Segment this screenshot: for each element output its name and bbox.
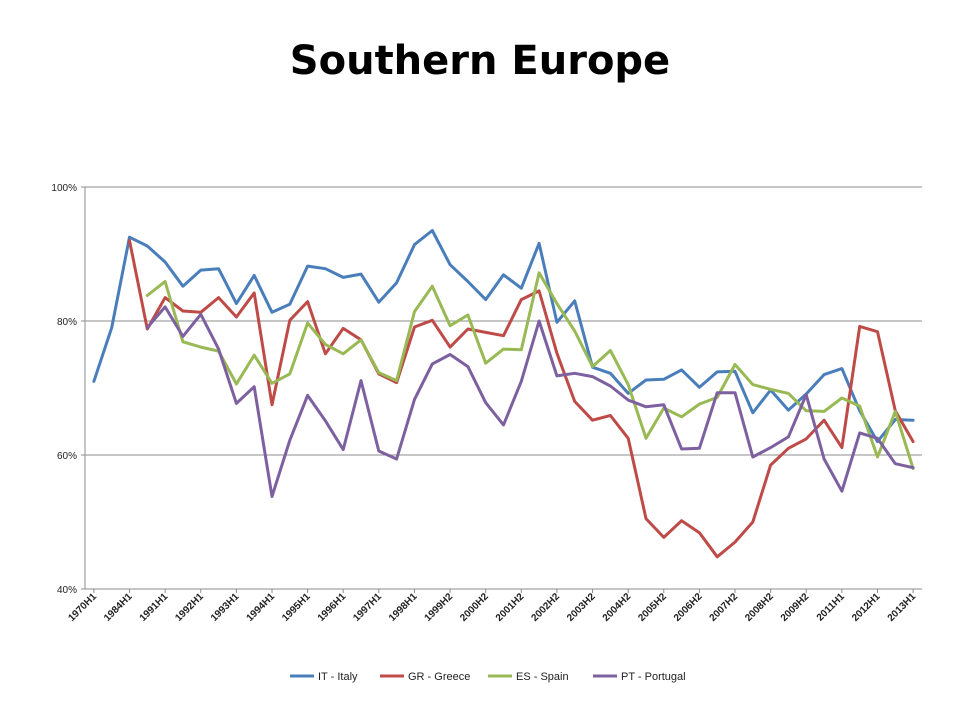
x-tick-label: 1996H1 [316, 591, 349, 624]
y-tick-label: 80% [57, 317, 77, 328]
x-tick-label: 2009H2 [779, 591, 812, 624]
x-tick-label: 1997H1 [351, 591, 384, 624]
x-tick-label: 1998H1 [387, 591, 420, 624]
gridlines [85, 186, 922, 590]
series-line-pt-portugal [145, 305, 915, 498]
x-tick-label: 2002H2 [529, 591, 562, 624]
x-tick-label: 2008H2 [743, 591, 776, 624]
x-tick-label: 1999H2 [423, 591, 456, 624]
legend: IT - Italy GR - Greece ES - Spain PT - Port… [290, 671, 686, 683]
x-tick-label: 1993H1 [209, 591, 242, 624]
x-tick-label: 2006H2 [672, 591, 705, 624]
y-tick-label: 40% [57, 585, 77, 596]
series-line-it-italy [92, 229, 915, 444]
x-tick-label: 2012H1 [850, 591, 883, 624]
legend-label: GR - Greece [408, 671, 470, 683]
x-tick-label: 2004H2 [601, 591, 634, 624]
legend-label: ES - Spain [516, 671, 569, 683]
x-tick-label: 1994H1 [245, 591, 278, 624]
x-tick-label: 1992H1 [173, 591, 206, 624]
page-title: Southern Europe [289, 38, 671, 84]
x-tick-label: 2011H1 [815, 591, 847, 623]
legend-label: IT - Italy [318, 671, 358, 683]
legend-label: PT - Portugal [621, 671, 686, 683]
x-tick-label: 2000H2 [458, 591, 491, 624]
x-axis-ticks: 1970H1 1984H1 1991H1 1992H1 1993H1 1994H1 1995… [66, 589, 919, 624]
x-tick-label: 2001H2 [494, 591, 527, 624]
x-tick-label: 1991H1 [138, 591, 171, 624]
y-axis-ticks: 40% 60% 80% 100% [51, 183, 85, 596]
y-tick-label: 100% [51, 183, 77, 194]
y-tick-label: 60% [57, 451, 77, 462]
series-line-gr-greece [128, 239, 915, 559]
x-tick-label: 2005H2 [636, 591, 669, 624]
x-tick-label: 1995H1 [280, 591, 313, 624]
series-line-es-spain [145, 271, 915, 470]
x-tick-label: 2003H2 [565, 591, 598, 624]
x-tick-label: 1984H1 [102, 591, 135, 624]
x-tick-label: 2007H2 [708, 591, 741, 624]
axes [84, 187, 922, 590]
series-lines [92, 229, 915, 559]
x-tick-label: 2013H1 [886, 591, 919, 624]
